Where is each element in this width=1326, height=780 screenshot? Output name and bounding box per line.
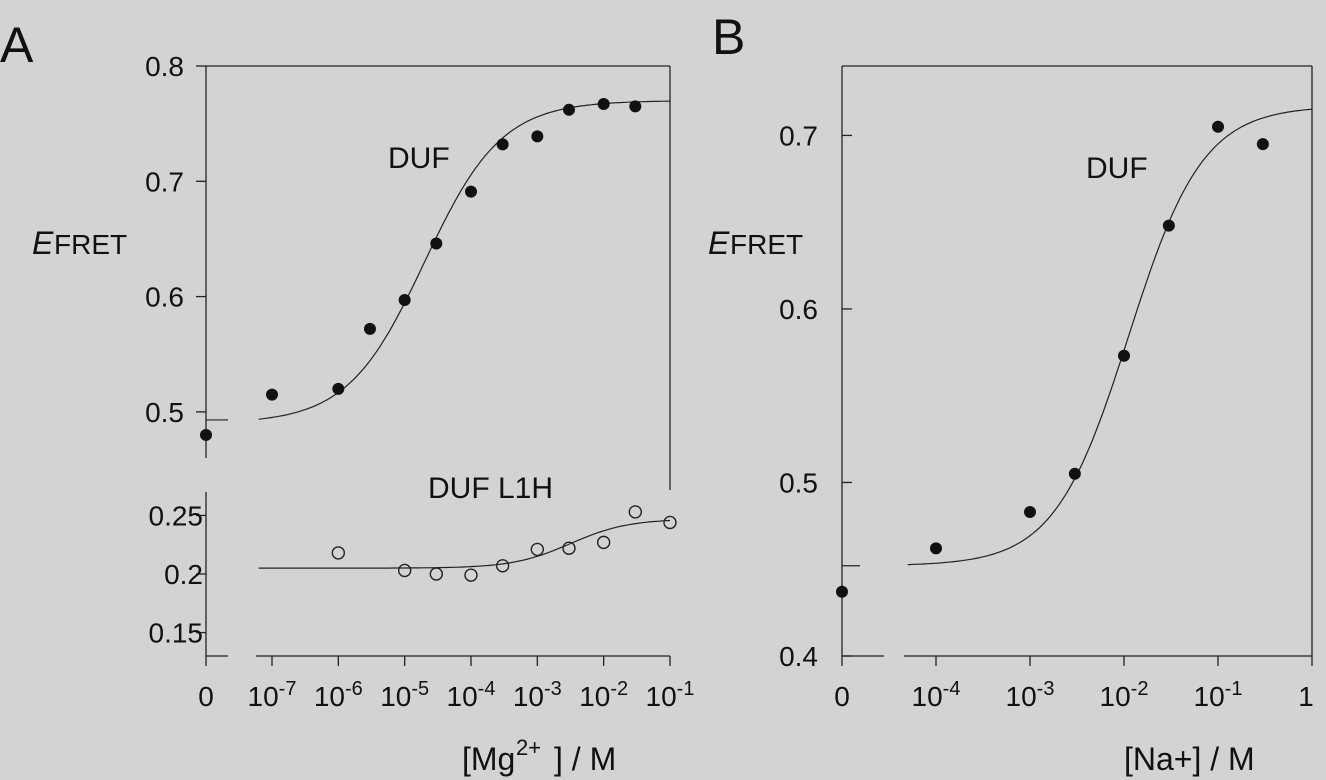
data-point	[530, 542, 545, 557]
panel-b-label: B	[712, 9, 745, 65]
panel-a-series-duf-label: DUF	[388, 142, 450, 175]
x-tick-label: 1	[1298, 681, 1314, 712]
data-point	[597, 98, 610, 111]
x-tick-label: 10-7	[248, 678, 297, 712]
data-point	[363, 322, 376, 335]
y-tick-label: 0.15	[149, 618, 204, 649]
data-point	[1212, 120, 1224, 133]
panel-b-duf-fit-curve	[842, 108, 1313, 567]
panel-b-frame	[841, 65, 1313, 657]
data-point	[930, 542, 942, 555]
y-tick-label: 0.2	[164, 559, 203, 590]
panel-b-ylabel-main: E	[708, 225, 730, 261]
data-point	[1024, 505, 1036, 518]
data-point	[266, 388, 278, 401]
data-point	[1162, 219, 1175, 232]
data-point	[628, 505, 643, 519]
data-point	[663, 515, 677, 530]
panel-a: A E FRET 0.5 0.6 0.7 0.8 0.15 0.2 0.25 0 10-7 1…	[0, 17, 694, 777]
data-point	[331, 546, 346, 560]
panel-a-ylabel: E FRET	[32, 225, 127, 261]
data-point	[562, 541, 576, 555]
data-point	[1068, 467, 1081, 480]
panel-b-x-ticks: 0 10-4 10-3 10-2 10-1 1	[834, 656, 1314, 712]
x-tick-label: 10-6	[314, 678, 363, 712]
y-tick-label: 0.7	[145, 166, 184, 197]
panel-a-xlabel: [Mg 2+ ] / M	[462, 735, 616, 777]
data-point	[397, 563, 412, 578]
data-point	[495, 559, 510, 573]
panel-b-ylabel-sub: FRET	[730, 229, 803, 260]
panel-b-ylabel: E FRET	[708, 225, 803, 261]
x-tick-label: 10-4	[447, 678, 496, 712]
panel-a-x-ticks: 0 10-7 10-6 10-5 10-4 10-3 10-2 10-1	[198, 656, 694, 712]
x-tick-label: 10-1	[646, 678, 695, 712]
panel-a-xlabel-sup: 2+	[516, 735, 541, 760]
y-tick-label: 0.5	[145, 397, 184, 428]
data-point	[1256, 138, 1269, 151]
y-tick-label: 0.5	[779, 467, 818, 498]
data-point	[465, 185, 477, 198]
data-point	[629, 100, 642, 113]
panel-a-bottom-frame	[205, 492, 670, 657]
data-point	[430, 237, 443, 250]
panel-a-label: A	[0, 17, 34, 73]
data-point	[596, 535, 611, 550]
panel-b-y-ticks: 0.4 0.5 0.6 0.7	[779, 120, 852, 672]
panel-b-duf-points	[836, 120, 1269, 598]
panel-a-series-dufl1h-label: DUF L1H	[428, 472, 553, 505]
panel-a-top-frame	[205, 65, 671, 490]
x-tick-label: 0	[834, 681, 850, 712]
panel-b: B E FRET 0.4 0.5 0.6 0.7 0 10-4 10-3 10-2 10-1 1…	[708, 9, 1314, 777]
panel-a-xlabel-tail: ] / M	[554, 741, 616, 777]
x-tick-label: 10-4	[912, 678, 961, 712]
panel-a-bottom-y-ticks: 0.15 0.2 0.25	[149, 500, 206, 649]
data-point	[200, 428, 212, 441]
panel-a-dufl1h-points	[331, 505, 677, 582]
data-point	[398, 294, 411, 307]
data-point	[836, 585, 848, 598]
y-tick-label: 0.6	[779, 294, 818, 325]
x-tick-label: 10-5	[380, 678, 429, 712]
data-point	[1118, 349, 1130, 362]
x-tick-label: 10-1	[1194, 678, 1243, 712]
x-tick-label: 10-2	[1100, 678, 1149, 712]
x-tick-label: 10-3	[513, 678, 562, 712]
panel-a-dufl1h-fit-curve	[258, 519, 671, 569]
y-tick-label: 0.8	[145, 51, 184, 82]
x-tick-label: 10-2	[579, 678, 628, 712]
data-point	[429, 567, 444, 581]
y-tick-label: 0.25	[149, 500, 204, 531]
y-tick-label: 0.4	[779, 641, 818, 672]
y-tick-label: 0.6	[145, 282, 184, 313]
panel-a-top-y-ticks: 0.5 0.6 0.7 0.8	[145, 51, 206, 428]
y-tick-label: 0.7	[779, 120, 818, 151]
panel-a-duf-points	[200, 98, 642, 441]
panel-a-ylabel-sub: FRET	[54, 229, 127, 260]
panel-a-ylabel-main: E	[32, 225, 54, 261]
fit-line	[258, 100, 671, 420]
data-point	[464, 568, 478, 582]
panel-b-series-duf-label: DUF	[1086, 152, 1148, 185]
data-point	[496, 138, 509, 151]
x-tick-label: 0	[198, 681, 214, 712]
x-tick-label: 10-3	[1006, 678, 1055, 712]
fit-line	[258, 519, 671, 569]
panel-b-xlabel: [Na+] / M	[1124, 741, 1255, 777]
data-point	[562, 103, 575, 116]
data-point	[531, 130, 544, 143]
fit-line	[907, 108, 1313, 566]
data-point	[332, 382, 345, 395]
panel-a-xlabel-main: [Mg	[462, 741, 515, 777]
